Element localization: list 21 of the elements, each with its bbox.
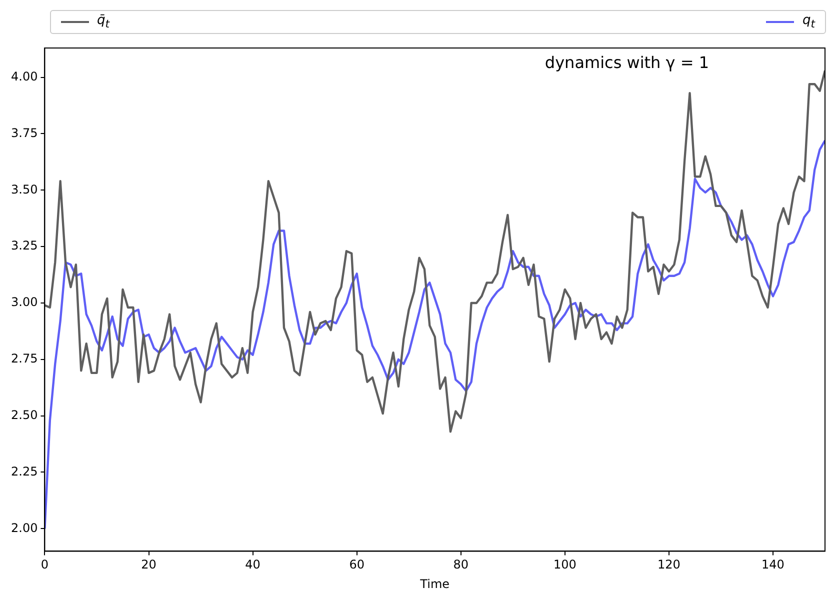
x-tick-label: 100	[553, 558, 576, 572]
x-axis-title: Time	[419, 576, 450, 591]
y-tick-label: 3.25	[11, 238, 38, 253]
x-tick-label: 40	[245, 558, 260, 572]
y-tick-label: 2.50	[11, 408, 38, 422]
legend-label: q$_{t}$	[802, 13, 815, 31]
annotation: dynamics with γ = 1	[544, 53, 709, 72]
x-tick-label: 20	[141, 558, 156, 572]
y-tick-label: 3.75	[11, 126, 38, 140]
x-tick-label: 0	[40, 558, 49, 572]
y-tick-label: 3.00	[11, 295, 38, 310]
y-tick-label: 2.25	[11, 464, 38, 478]
y-tick-label: 3.50	[11, 182, 38, 196]
x-tick-label: 120	[657, 558, 680, 572]
x-tick-label: 140	[762, 558, 784, 572]
y-tick-label: 4.00	[11, 69, 38, 84]
legend-label: q̄$_{t}$	[97, 13, 110, 31]
y-tick-label: 2.75	[11, 352, 38, 366]
x-tick-label: 60	[349, 558, 364, 572]
x-tick-label: 80	[453, 558, 469, 572]
y-tick-label: 2.00	[11, 520, 38, 535]
